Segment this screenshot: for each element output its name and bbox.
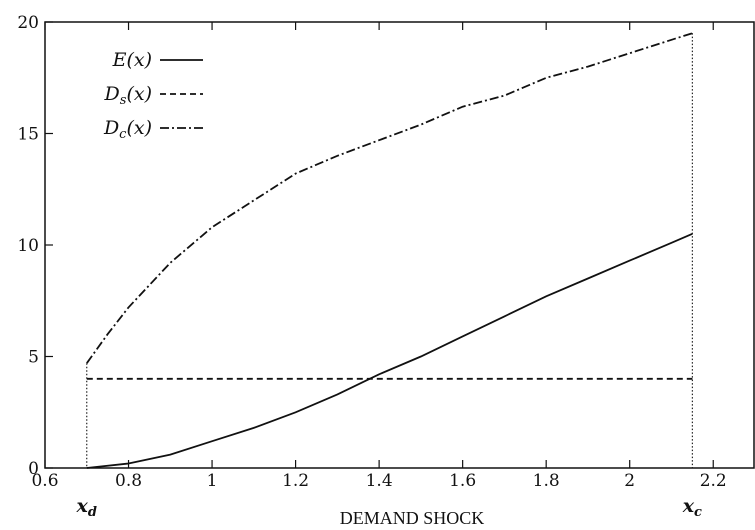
x-tick-label: 1.4 [366,471,393,491]
y-tick-label: 5 [28,348,39,368]
legend-label-2: Dc(x) [103,117,152,142]
y-tick-label: 15 [17,125,39,145]
x-tick-label: 0.8 [115,471,142,491]
x-tick-label: 1.2 [282,471,309,491]
marker-label-1: xc [682,495,702,520]
series-line-2 [86,32,693,364]
x-tick-label: 0.6 [31,471,58,491]
x-tick-label: 1.6 [449,471,476,491]
x-tick-label: 2.2 [700,471,727,491]
marker-label-0: xd [76,495,97,520]
y-tick-label: 0 [28,459,39,479]
y-tick-label: 10 [17,236,39,256]
legend-label-0: E(x) [112,49,152,71]
x-tick-label: 1 [207,471,218,491]
x-axis-label: DEMAND SHOCK [340,508,485,528]
y-tick-label: 20 [17,13,39,33]
x-tick-label: 1.8 [533,471,560,491]
legend-label-1: Ds(x) [104,83,152,108]
series-line-0 [86,232,693,469]
x-tick-label: 2 [624,471,635,491]
